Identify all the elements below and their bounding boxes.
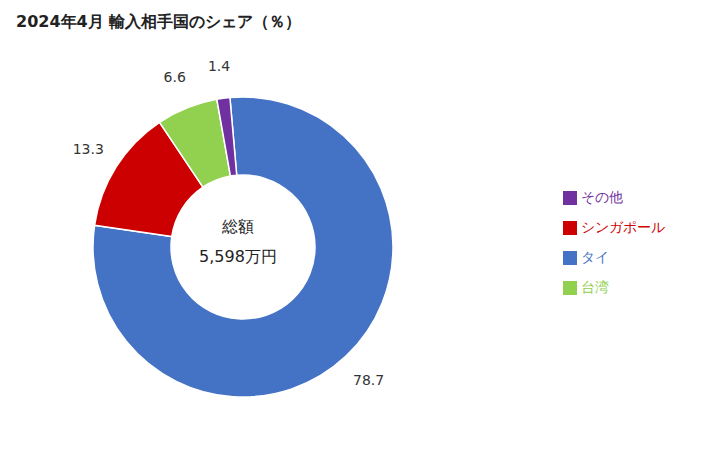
- svg-text:1.4: 1.4: [208, 58, 230, 74]
- svg-text:13.3: 13.3: [73, 141, 104, 157]
- svg-text:6.6: 6.6: [164, 69, 186, 85]
- html-text:5,598万円: 5,598万円: [199, 247, 277, 266]
- html-text:その他: その他: [581, 189, 623, 205]
- html-text:2024年4月 輸入相手国のシェア（％）: 2024年4月 輸入相手国のシェア（％）: [16, 12, 302, 31]
- html-text:台湾: 台湾: [581, 279, 609, 295]
- html-text:タイ: タイ: [581, 249, 609, 265]
- html-text:総額: 総額: [222, 217, 254, 236]
- html-text:シンガポール: シンガポール: [581, 219, 665, 235]
- svg-text:78.7: 78.7: [353, 372, 384, 388]
